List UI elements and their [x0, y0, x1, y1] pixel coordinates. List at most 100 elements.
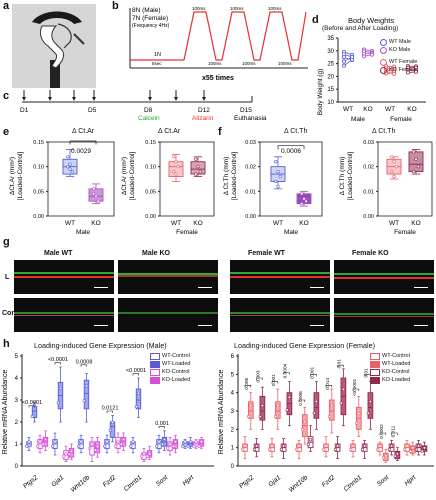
- hf-gene-label: Fzd2: [321, 474, 337, 489]
- e-pvalue: 0.0029: [71, 148, 91, 155]
- data-point: [157, 440, 161, 444]
- alizarin-band: [230, 315, 330, 316]
- data-point: [160, 442, 164, 446]
- data-point: [119, 442, 123, 446]
- hm-ytick-label: 1: [15, 442, 19, 448]
- data-point: [392, 174, 396, 179]
- legend-marker: [380, 58, 387, 66]
- data-point: [276, 403, 280, 408]
- data-point: [27, 440, 31, 444]
- data-point: [412, 169, 416, 174]
- panel-label-e: e: [3, 126, 10, 138]
- gene-expression-male-chart: Relative mRNA Abundance 0 1 2 3 4 5 Ptgs2 Gja1 W…: [2, 354, 214, 494]
- legend-label: KO Female: [389, 67, 417, 73]
- data-point: [70, 169, 74, 174]
- data-point: [41, 442, 45, 446]
- data-point: [43, 437, 48, 441]
- f-xtick-wt-f: WT: [389, 220, 399, 227]
- hf-ytick-label: 4: [231, 391, 235, 397]
- data-point: [186, 444, 190, 448]
- data-point: [387, 447, 391, 452]
- calcein-band: [118, 312, 218, 314]
- data-point: [302, 197, 306, 201]
- e-xtick-ko: KO: [91, 220, 100, 227]
- data-point: [197, 444, 201, 448]
- data-point: [108, 428, 112, 432]
- box: [83, 379, 90, 410]
- calcein-band: [118, 273, 218, 275]
- pulse-time-label-6: 100ms: [278, 61, 292, 66]
- data-point: [333, 447, 337, 452]
- arrow-head: [174, 97, 178, 101]
- data-point: [171, 444, 175, 448]
- data-point: [268, 447, 272, 452]
- data-point: [64, 452, 68, 456]
- data-point: [67, 452, 71, 456]
- legend-label: WT-Control: [162, 353, 190, 359]
- hf-ytick-label: 0: [231, 464, 235, 470]
- data-point: [273, 414, 278, 419]
- legend-ko-control: KO-Control: [370, 368, 410, 376]
- data-point: [162, 437, 167, 441]
- hm-ytick-label: 4: [15, 376, 19, 382]
- hf-ytick-label: 2: [231, 427, 235, 433]
- hm-gene-label: Gja1: [50, 474, 65, 488]
- legend-marker: [150, 368, 160, 376]
- scale-bar: [198, 286, 212, 288]
- data-point: [145, 454, 149, 458]
- micrograph-female-wt-control: [230, 298, 330, 332]
- data-point: [339, 401, 343, 405]
- calcein-band: [14, 312, 114, 314]
- bw-point-after: [392, 71, 397, 76]
- hf-gene-label: Wnt10b: [288, 474, 310, 494]
- data-point: [363, 444, 367, 448]
- data-point: [36, 444, 40, 448]
- data-point: [422, 446, 426, 450]
- hf-pvalue: 0.001: [271, 374, 277, 386]
- legend-wt-control: WT-Control: [370, 352, 410, 360]
- bw-ytick-label: 30: [327, 49, 334, 55]
- e-title-right: Δ Ct.Ar: [158, 128, 181, 135]
- data-point: [172, 169, 176, 174]
- data-point: [249, 403, 253, 408]
- box: [135, 388, 142, 410]
- legend-marker: [370, 368, 380, 376]
- hm-sig-bracket: [132, 373, 139, 376]
- h-female-legend: WT-Control WT-Loaded KO-Control KO-Loade…: [370, 352, 410, 384]
- data-point: [134, 404, 138, 409]
- hm-ytick-label: 5: [15, 354, 19, 360]
- hm-pvalue: 0.0121: [102, 406, 119, 412]
- timeline-d8: D8: [144, 107, 153, 114]
- data-point: [382, 456, 386, 460]
- hf-pvalue: <0.0001: [352, 378, 358, 396]
- micro-title-male-wt: Male WT: [44, 250, 73, 257]
- data-point: [155, 444, 159, 448]
- data-point: [378, 444, 382, 448]
- data-point: [405, 444, 409, 448]
- calcein-band: [230, 312, 330, 314]
- hf-gene-label: Ptgs2: [238, 474, 256, 490]
- data-point: [335, 444, 340, 448]
- hf-pvalue: 0.011: [391, 425, 397, 437]
- bw-group-female: Female: [390, 116, 412, 123]
- legend-ko-male: KO Male: [380, 46, 436, 54]
- f-ytick-label-right: 0.03: [363, 140, 374, 146]
- hf-sig-bracket: [244, 385, 252, 388]
- data-point: [88, 446, 92, 450]
- data-point: [194, 172, 198, 176]
- legend-wt-loaded: WT-Loaded: [370, 360, 410, 368]
- data-point: [420, 449, 424, 453]
- micrograph-male-wt-control: [14, 298, 114, 332]
- legend-label: KO-Control: [382, 369, 410, 375]
- e-ylabel: ΔCt.Ar (mm²): [9, 157, 16, 195]
- data-point: [270, 444, 274, 448]
- rest-time-label: 5sec: [152, 61, 162, 66]
- arrow-head: [92, 97, 96, 101]
- hf-sig-bracket: [379, 432, 387, 435]
- data-point: [95, 445, 100, 449]
- e-ylabel-right: ΔCt.Ar (mm²): [121, 157, 128, 195]
- hf-ytick-label: 1: [231, 446, 235, 452]
- data-point: [92, 187, 96, 191]
- e-ytick-label-right: 0.00: [145, 214, 156, 220]
- timeline-calcein: Calcein: [138, 115, 160, 122]
